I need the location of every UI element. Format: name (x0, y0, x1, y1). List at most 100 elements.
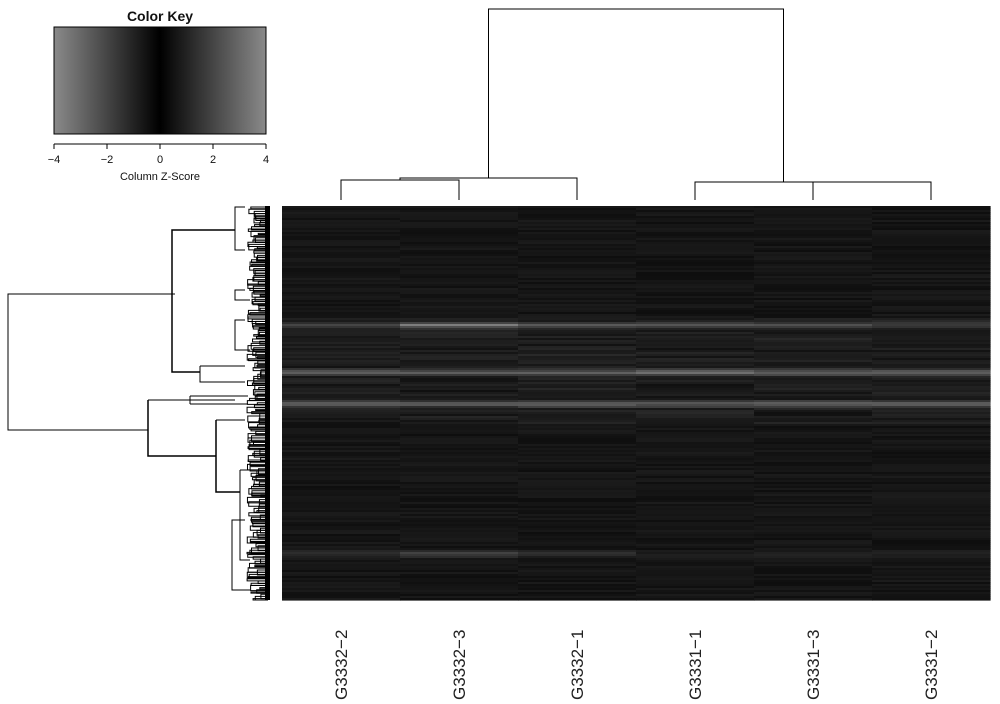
heatmap-cell (518, 434, 637, 437)
heatmap-cell (754, 230, 873, 233)
heatmap-cell (636, 224, 755, 227)
heatmap-cell (400, 424, 519, 427)
heatmap-cell (872, 452, 991, 455)
dendrogram-branch (250, 342, 268, 350)
heatmap-cell (754, 468, 873, 471)
heatmap-cell (518, 210, 637, 213)
heatmap-cell (636, 508, 755, 511)
heatmap-cell (872, 598, 991, 601)
heatmap-cell (518, 502, 637, 505)
heatmap-cell (636, 286, 755, 289)
heatmap-cell (400, 208, 519, 211)
heatmap-cell (872, 580, 991, 583)
heatmap-cell (282, 498, 401, 501)
heatmap-cell (518, 374, 637, 377)
heatmap-cell (754, 392, 873, 395)
heatmap-cell (518, 368, 637, 371)
heatmap-cell (872, 268, 991, 271)
heatmap-cell (636, 278, 755, 281)
heatmap-cell (754, 442, 873, 445)
heatmap-cell (636, 246, 755, 249)
heatmap-cell (400, 370, 519, 373)
heatmap-cell (754, 208, 873, 211)
heatmap-cell (636, 284, 755, 287)
heatmap-cell (754, 490, 873, 493)
heatmap-cell (636, 362, 755, 365)
heatmap-cell (400, 596, 519, 599)
heatmap-cell (518, 438, 637, 441)
heatmap-cell (754, 342, 873, 345)
heatmap-cell (754, 296, 873, 299)
heatmap-cell (754, 538, 873, 541)
dendrogram-branch (246, 463, 268, 471)
heatmap-cell (636, 434, 755, 437)
dendrogram-branch (257, 360, 268, 365)
heatmap-cell (282, 438, 401, 441)
heatmap-cell (400, 234, 519, 237)
heatmap-cell (754, 396, 873, 399)
heatmap-cell (400, 272, 519, 275)
heatmap-cell (400, 336, 519, 339)
heatmap-cell (518, 494, 637, 497)
dendrogram-branch (251, 226, 268, 231)
heatmap-cell (636, 440, 755, 443)
heatmap-cell (282, 404, 401, 407)
color-key-tick-label: 4 (263, 154, 269, 166)
heatmap-cell (518, 316, 637, 319)
heatmap-cell (518, 222, 637, 225)
heatmap-cell (282, 580, 401, 583)
heatmap-cell (400, 248, 519, 251)
heatmap-cell (636, 220, 755, 223)
heatmap-cell (282, 434, 401, 437)
heatmap-cell (518, 550, 637, 553)
heatmap-cell (754, 410, 873, 413)
heatmap-cell (518, 360, 637, 363)
heatmap-cell (872, 318, 991, 321)
heatmap-cell (518, 224, 637, 227)
heatmap-cell (872, 516, 991, 519)
heatmap-cell (518, 248, 637, 251)
heatmap-cell (282, 496, 401, 499)
dendrogram-branch (252, 349, 268, 356)
heatmap-cell (518, 450, 637, 453)
heatmap-cell (518, 356, 637, 359)
heatmap-cell (636, 252, 755, 255)
heatmap-cell (282, 216, 401, 219)
heatmap-cell (754, 306, 873, 309)
heatmap-cell (754, 420, 873, 423)
heatmap-cell (282, 588, 401, 591)
heatmap-cell (872, 552, 991, 555)
heatmap-cell (518, 300, 637, 303)
dendrogram-branch (248, 488, 268, 495)
dendrogram-branch (258, 503, 268, 508)
heatmap-cell (282, 338, 401, 341)
heatmap-cell (282, 520, 401, 523)
heatmap-cell (518, 486, 637, 489)
heatmap-cell (872, 386, 991, 389)
heatmap-cell (282, 590, 401, 593)
heatmap-column (636, 206, 755, 601)
heatmap-cell (282, 476, 401, 479)
heatmap-column (754, 206, 873, 601)
heatmap-cell (518, 452, 637, 455)
heatmap-cell (400, 436, 519, 439)
heatmap-cell (518, 498, 637, 501)
heatmap-cell (518, 440, 637, 443)
heatmap-cell (754, 350, 873, 353)
heatmap-cell (282, 276, 401, 279)
heatmap-cell (282, 552, 401, 555)
dendrogram-branch (247, 459, 268, 463)
heatmap-cell (754, 514, 873, 517)
heatmap-cell (282, 290, 401, 293)
heatmap-cell (872, 320, 991, 323)
heatmap-cell (754, 544, 873, 547)
heatmap-cell (400, 566, 519, 569)
heatmap-cell (872, 264, 991, 267)
heatmap-cell (872, 456, 991, 459)
heatmap-cell (400, 408, 519, 411)
heatmap-cell (282, 218, 401, 221)
heatmap-cell (282, 570, 401, 573)
heatmap-cell (754, 358, 873, 361)
heatmap-cell (518, 244, 637, 247)
heatmap-cell (872, 480, 991, 483)
